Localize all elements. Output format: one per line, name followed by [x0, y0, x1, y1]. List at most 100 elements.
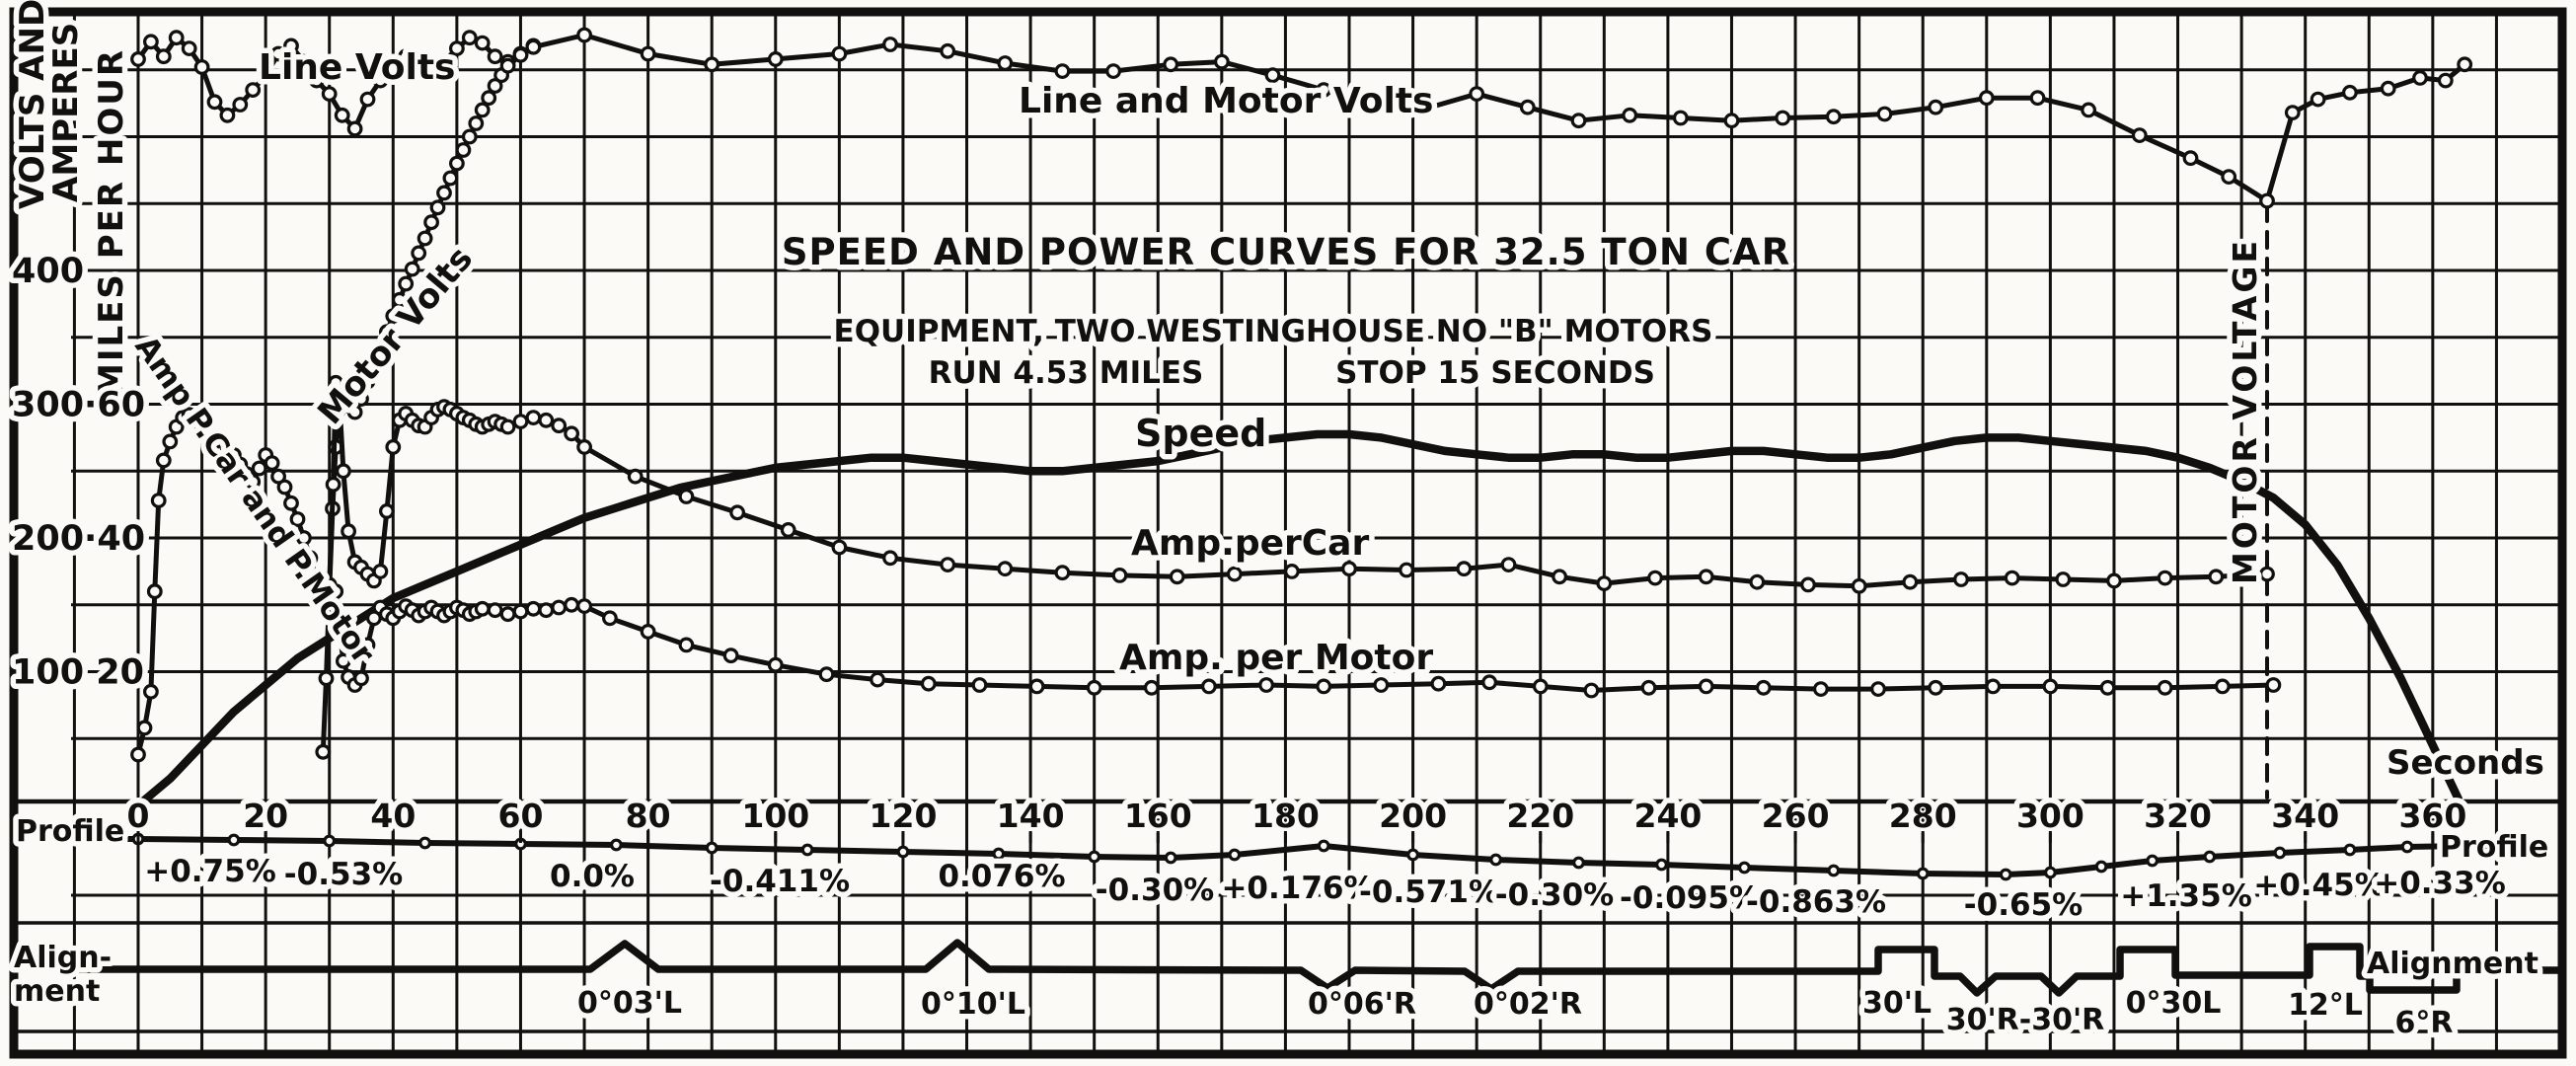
data-point-marker — [1489, 853, 1502, 867]
speed-curve — [133, 429, 2462, 810]
x-tick-20: 20 — [243, 797, 288, 835]
data-point-marker — [1317, 839, 1330, 853]
data-point-marker — [372, 340, 389, 356]
data-point-marker — [1812, 681, 1829, 697]
data-point-marker — [1672, 110, 1689, 126]
data-point-marker — [2203, 850, 2217, 864]
data-point-marker — [336, 463, 351, 480]
data-point-marker — [334, 107, 350, 123]
data-point-marker — [1552, 569, 1567, 585]
data-point-marker — [1228, 848, 1242, 862]
track-profile-markers — [74, 832, 2548, 881]
y-tick-300: 300·60 — [12, 386, 145, 425]
data-point-marker — [2259, 192, 2275, 209]
data-point-marker — [704, 56, 720, 73]
data-point-marker — [2099, 679, 2116, 696]
data-point-marker — [525, 600, 542, 617]
amp_per_motor-curve-markers — [328, 583, 2282, 699]
data-point-marker — [2412, 69, 2428, 86]
data-point-marker — [1749, 573, 1766, 590]
data-point-marker — [1999, 868, 2012, 881]
data-point-marker — [538, 412, 555, 428]
data-point-marker — [576, 598, 592, 614]
data-point-marker — [328, 583, 344, 600]
data-point-marker — [1054, 565, 1071, 581]
data-point-marker — [1985, 678, 2002, 695]
data-point-marker — [640, 45, 656, 62]
data-point-marker — [1054, 63, 1071, 79]
data-point-marker — [353, 670, 369, 687]
data-point-marker — [1916, 867, 1930, 880]
x-tick-60: 60 — [498, 797, 544, 835]
data-point-marker — [1827, 864, 1841, 877]
data-point-marker — [461, 30, 478, 46]
data-point-marker — [2284, 105, 2301, 120]
data-point-marker — [551, 418, 568, 434]
data-point-marker — [992, 847, 1006, 861]
data-point-marker — [474, 600, 491, 617]
data-point-marker — [168, 30, 185, 46]
data-point-marker — [142, 34, 159, 50]
grade-label-8: -0.30% — [1495, 877, 1614, 913]
data-point-marker — [997, 55, 1014, 71]
x-tick-320: 320 — [2144, 797, 2212, 835]
data-point-marker — [308, 570, 325, 586]
data-point-marker — [2106, 572, 2122, 589]
data-point-marker — [1928, 679, 1944, 696]
data-point-marker — [2259, 566, 2275, 582]
data-point-marker — [442, 170, 459, 187]
data-point-marker — [1655, 858, 1668, 872]
data-point-marker — [1978, 90, 1995, 107]
data-point-marker — [2131, 127, 2148, 144]
data-point-marker — [411, 245, 427, 262]
grade-label-0: +0.75% — [144, 854, 276, 889]
data-point-marker — [411, 56, 427, 73]
x-tick-120: 120 — [870, 797, 938, 835]
alignment-label-7: 12°L — [2288, 988, 2363, 1023]
data-point-marker — [2182, 150, 2199, 167]
alignment-label-5: 30'R-30'R — [1946, 1003, 2105, 1037]
alignment-label-1: 0°10'L — [921, 987, 1025, 1022]
data-point-marker — [2458, 839, 2471, 853]
line_and_motor_volts-curve-markers — [525, 27, 2473, 209]
alignment-label-6: 0°30L — [2126, 986, 2222, 1021]
data-point-marker — [1572, 856, 1585, 870]
data-point-marker — [2081, 102, 2097, 118]
data-point-marker — [341, 523, 357, 540]
data-point-marker — [2157, 570, 2173, 586]
x-tick-260: 260 — [1762, 797, 1830, 835]
data-point-marker — [417, 230, 433, 247]
y-axis-title-volts-line2: AMPERES — [46, 23, 86, 202]
data-point-marker — [551, 599, 568, 616]
grade-label-4: 0.076% — [938, 859, 1065, 894]
data-point-marker — [525, 38, 542, 55]
data-point-marker — [251, 460, 267, 477]
data-point-marker — [359, 373, 376, 390]
data-point-marker — [2042, 678, 2059, 695]
x-tick-0: 0 — [127, 797, 150, 835]
data-point-marker — [346, 120, 363, 137]
alignment-label-2: 0°06'R — [1308, 987, 1416, 1022]
data-point-marker — [818, 666, 835, 683]
data-point-marker — [576, 27, 592, 43]
data-point-marker — [1640, 679, 1657, 696]
data-point-marker — [321, 86, 338, 102]
data-point-marker — [487, 48, 503, 65]
x-tick-280: 280 — [1889, 797, 1957, 835]
data-point-marker — [1164, 851, 1177, 865]
data-point-marker — [2380, 80, 2396, 97]
data-point-marker — [296, 530, 312, 546]
data-point-marker — [1456, 561, 1473, 577]
data-point-marker — [1469, 86, 1485, 102]
data-point-marker — [455, 142, 472, 158]
data-point-marker — [142, 683, 159, 700]
data-point-marker — [2221, 169, 2237, 186]
data-point-marker — [385, 59, 402, 75]
grade-label-11: -0.65% — [1964, 887, 2083, 923]
data-point-marker — [831, 45, 848, 62]
data-point-marker — [920, 675, 937, 692]
data-point-marker — [423, 67, 440, 84]
data-point-marker — [2265, 677, 2282, 693]
data-point-marker — [379, 324, 395, 341]
